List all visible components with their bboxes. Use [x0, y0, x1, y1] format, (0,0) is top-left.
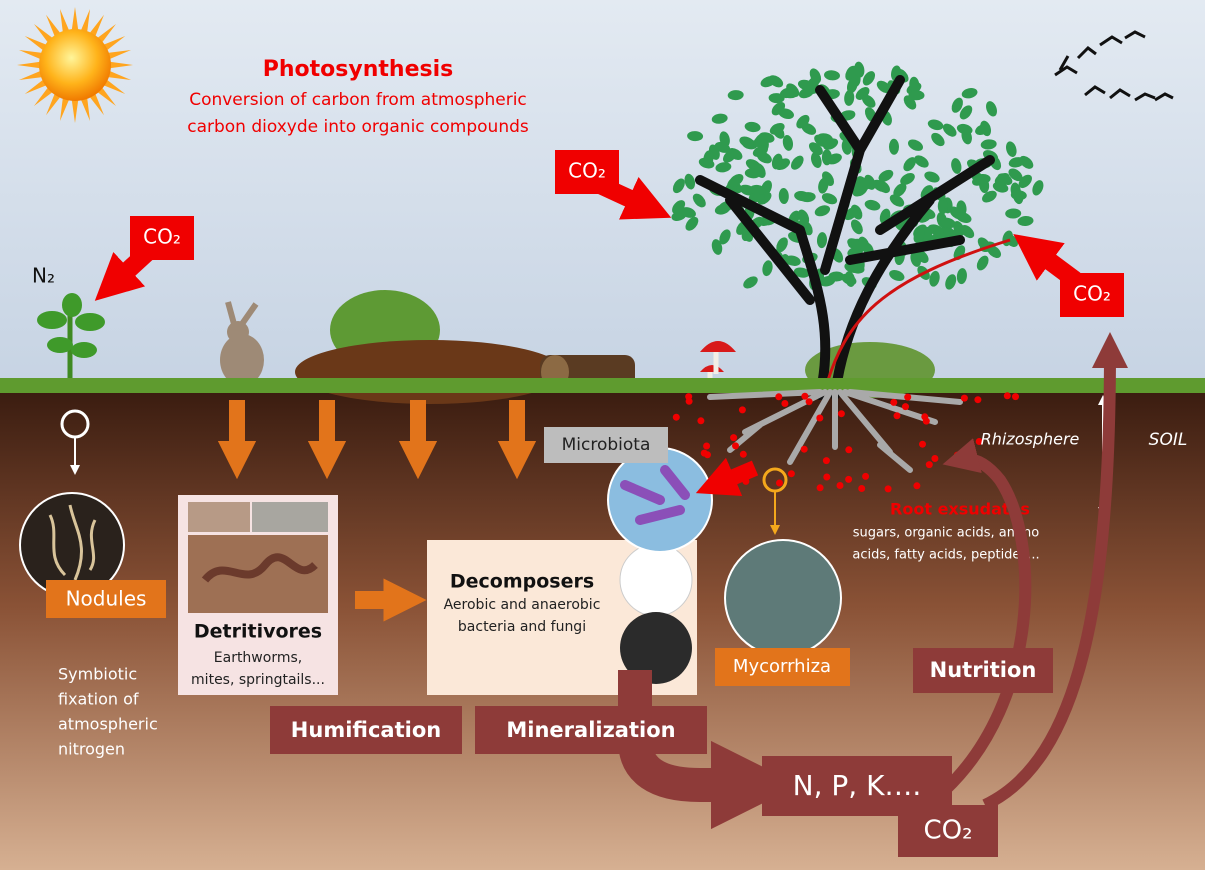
- bacteria-image: [620, 544, 692, 616]
- exudate-dot: [913, 482, 920, 489]
- nutrients-label: N, P, K….: [793, 769, 922, 802]
- rhizosphere-label: Rhizosphere: [981, 430, 1080, 449]
- exudate-dot: [1012, 393, 1019, 400]
- exudate-dot: [801, 393, 808, 400]
- exudate-dot: [739, 406, 746, 413]
- exudate-dot: [816, 415, 823, 422]
- mycorrhiza-image: [725, 540, 841, 656]
- decomposers-text: Aerobic and anaerobic: [444, 597, 601, 613]
- grass: [0, 378, 1205, 393]
- exudate-dot: [921, 413, 928, 420]
- photosynthesis-title: Photosynthesis: [263, 57, 453, 82]
- litter-heap: [295, 340, 565, 404]
- nodules-text: Symbiotic: [58, 665, 137, 684]
- co2-label: CO₂: [1073, 282, 1111, 306]
- nodules-text: atmospheric: [58, 715, 158, 734]
- exudate-dot: [775, 393, 782, 400]
- detritivores-image: [188, 502, 250, 532]
- exudate-dot: [823, 474, 830, 481]
- exudate-dot: [1004, 392, 1011, 399]
- exudate-dot: [776, 480, 783, 487]
- nutrition-label: Nutrition: [930, 658, 1037, 682]
- exudate-dot: [788, 470, 795, 477]
- exudate-dot: [845, 476, 852, 483]
- exudate-dot: [732, 442, 739, 449]
- exudate-dot: [838, 410, 845, 417]
- exudate-dot: [931, 455, 938, 462]
- nodules-title: Nodules: [66, 587, 147, 611]
- exudate-dot: [961, 395, 968, 402]
- root-exsudates-text: sugars, organic acids, amino: [853, 526, 1040, 541]
- exudate-dot: [686, 398, 693, 405]
- n2-label: N₂: [32, 264, 55, 288]
- detritivores-text: Earthworms,: [214, 650, 302, 666]
- detritivores-image: [252, 502, 328, 532]
- humification-label: Humification: [291, 718, 441, 742]
- exudate-dot: [845, 446, 852, 453]
- decomposers-text: bacteria and fungi: [458, 619, 586, 635]
- co2-product-label: CO₂: [923, 816, 972, 846]
- decomposers-title: Decomposers: [450, 571, 594, 593]
- exudate-dot: [919, 441, 926, 448]
- nodules-text: fixation of: [58, 690, 139, 709]
- exudate-dot: [823, 457, 830, 464]
- photosynthesis-text: Conversion of carbon from atmospheric: [189, 90, 527, 110]
- exudate-dot: [697, 417, 704, 424]
- mycorrhiza-label: Mycorrhiza: [733, 656, 831, 677]
- co2-label: CO₂: [143, 225, 181, 249]
- photosynthesis-text: carbon dioxyde into organic compounds: [187, 117, 529, 137]
- exudate-dot: [974, 396, 981, 403]
- exudate-dot: [890, 399, 897, 406]
- detritivores-title: Detritivores: [194, 621, 322, 643]
- exudate-dot: [894, 412, 901, 419]
- exudate-dot: [673, 414, 680, 421]
- soil-label: SOIL: [1149, 430, 1188, 450]
- exudate-dot: [781, 400, 788, 407]
- exudate-dot: [926, 461, 933, 468]
- rabbit-head: [227, 321, 249, 343]
- exudate-dot: [817, 484, 824, 491]
- nodules-text: nitrogen: [58, 740, 125, 759]
- exudate-dot: [858, 485, 865, 492]
- exudate-dot: [904, 394, 911, 401]
- root-exsudates-text: acids, fatty acids, peptides...: [852, 548, 1039, 563]
- exudate-dot: [862, 473, 869, 480]
- co2-label: CO₂: [568, 159, 606, 183]
- exudate-dot: [730, 434, 737, 441]
- mineralization-label: Mineralization: [506, 718, 675, 742]
- exudate-dot: [902, 403, 909, 410]
- exudate-dot: [806, 398, 813, 405]
- detritivores-text: mites, springtails...: [191, 672, 325, 688]
- page: CO₂ CO₂ CO₂ N₂ Photosynthesis Conversion…: [0, 0, 1205, 870]
- exudate-dot: [703, 443, 710, 450]
- diagram: CO₂ CO₂ CO₂ N₂ Photosynthesis Conversion…: [0, 0, 1205, 870]
- exudate-dot: [740, 451, 747, 458]
- exudate-dot: [801, 446, 808, 453]
- sun: [39, 29, 111, 101]
- microbiota-label: Microbiota: [562, 435, 651, 455]
- exudate-dot: [837, 482, 844, 489]
- exudate-dot: [704, 451, 711, 458]
- exudate-dot: [885, 485, 892, 492]
